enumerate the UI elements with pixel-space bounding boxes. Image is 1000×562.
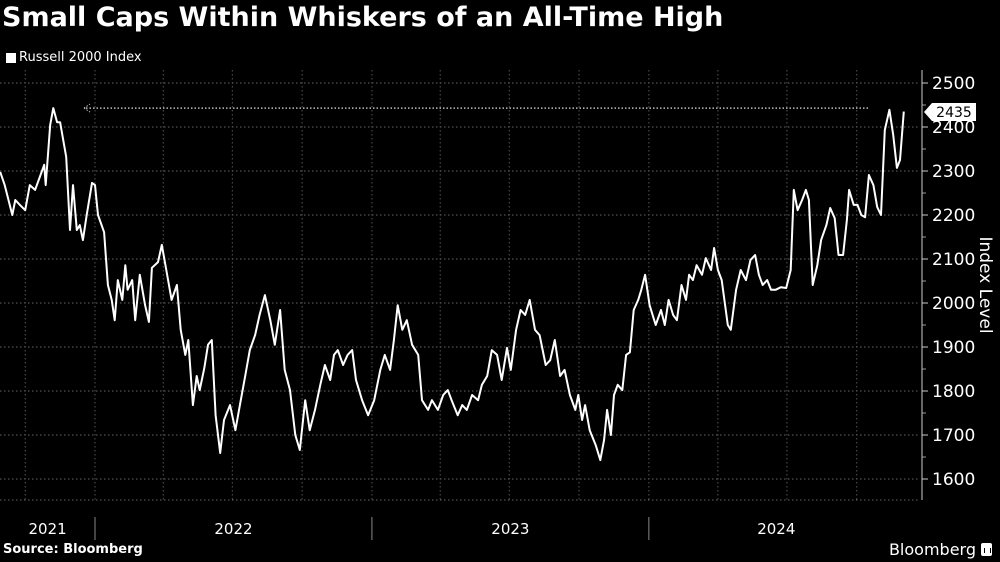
- reference-line: [83, 103, 870, 113]
- y-tick-label: 2200: [932, 206, 975, 226]
- y-tick-label: 1900: [932, 338, 975, 358]
- arrow-left-icon: [83, 103, 91, 113]
- y-tick-label: 1800: [932, 382, 975, 402]
- last-value-box: [924, 103, 976, 121]
- last-value-label: 2435: [924, 103, 976, 121]
- series: [0, 107, 905, 462]
- y-tick-label: 1700: [932, 426, 975, 446]
- x-tick-label: 2022: [214, 520, 252, 538]
- y-tick-label: 2000: [932, 294, 975, 314]
- y-tick-label: 2500: [932, 74, 975, 94]
- x-axis: 2021 2022 2023 2024: [28, 517, 795, 540]
- y-tick-label: 1600: [932, 470, 975, 490]
- bloomberg-chart-icon: [981, 543, 992, 556]
- series-line-russell-2000: [0, 107, 905, 462]
- grid: [0, 70, 920, 501]
- legend: Russell 2000 Index: [6, 50, 142, 65]
- y-axis-label: Index Level: [975, 236, 995, 333]
- chart-title: Small Caps Within Whiskers of an All-Tim…: [2, 2, 724, 33]
- last-value-text: 2435: [936, 105, 972, 121]
- legend-label: Russell 2000 Index: [19, 50, 142, 65]
- x-tick-label: 2021: [28, 520, 66, 538]
- source-note: Source: Bloomberg: [3, 542, 143, 557]
- brand-name: Bloomberg: [888, 540, 976, 559]
- x-tick-label: 2024: [757, 520, 795, 538]
- bloomberg-logo: Bloomberg: [889, 540, 992, 559]
- y-tick-label: 2400: [932, 118, 975, 138]
- y-tick-label: 2300: [932, 162, 975, 182]
- y-tick-label: 2100: [932, 250, 975, 270]
- y-axis: 1600 1700 1800 1900 2000 2100 2200 2300 2400 2500: [921, 70, 975, 500]
- x-tick-label: 2023: [491, 520, 529, 538]
- legend-swatch: [6, 52, 16, 63]
